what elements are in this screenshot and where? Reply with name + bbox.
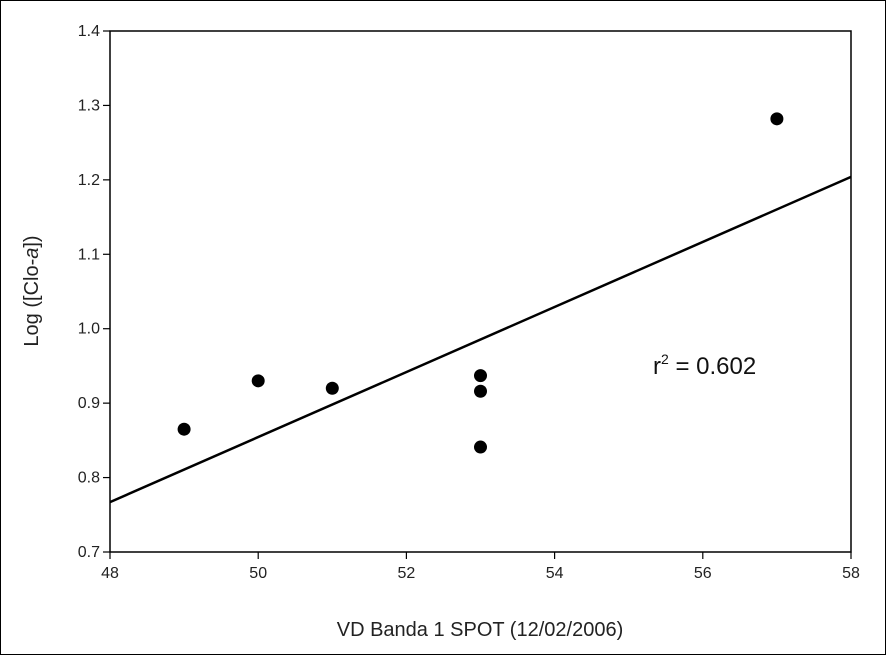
data-point [474, 384, 487, 398]
data-points [177, 112, 784, 454]
regression-line [109, 175, 852, 504]
x-tick-label: 52 [398, 565, 416, 582]
y-tick-label: 0.9 [78, 395, 100, 412]
y-tick-label: 0.8 [78, 470, 100, 487]
data-point [251, 374, 265, 388]
y-tick-label: 1.4 [78, 23, 100, 40]
x-axis-title: VD Banda 1 SPOT (12/02/2006) [337, 619, 623, 641]
y-axis-title-suffix: ]) [21, 235, 43, 247]
data-point [474, 369, 487, 383]
x-tick-label: 56 [694, 565, 712, 582]
y-tick-label: 1.3 [78, 97, 100, 114]
y-tick-label: 1.1 [78, 246, 100, 263]
x-tick-label: 58 [842, 565, 860, 582]
x-axis: 48 50 52 54 56 58 [101, 552, 860, 582]
y-tick-label: 1.0 [78, 321, 100, 338]
y-axis-title-prefix: Log ([Clo- [21, 259, 43, 347]
data-point [770, 112, 784, 126]
y-axis: 0.7 0.8 0.9 1.0 1.1 1.2 1.3 1.4 [78, 23, 110, 561]
data-point [177, 422, 191, 436]
x-tick-label: 48 [101, 565, 119, 582]
plot-area [109, 30, 852, 553]
data-point [474, 440, 487, 454]
y-axis-title-italic: a [21, 248, 43, 259]
x-tick-label: 54 [546, 565, 564, 582]
r-squared-base: r [653, 353, 661, 380]
r-squared-superscript: 2 [661, 351, 669, 367]
x-tick-label: 50 [249, 565, 267, 582]
y-axis-title: Log ([Clo-a]) [21, 235, 43, 346]
y-tick-label: 0.7 [78, 544, 100, 561]
r-squared-value: = 0.602 [669, 353, 756, 380]
y-tick-label: 1.2 [78, 172, 100, 189]
r-squared-annotation: r2 = 0.602 [653, 351, 756, 380]
data-point [325, 381, 339, 395]
